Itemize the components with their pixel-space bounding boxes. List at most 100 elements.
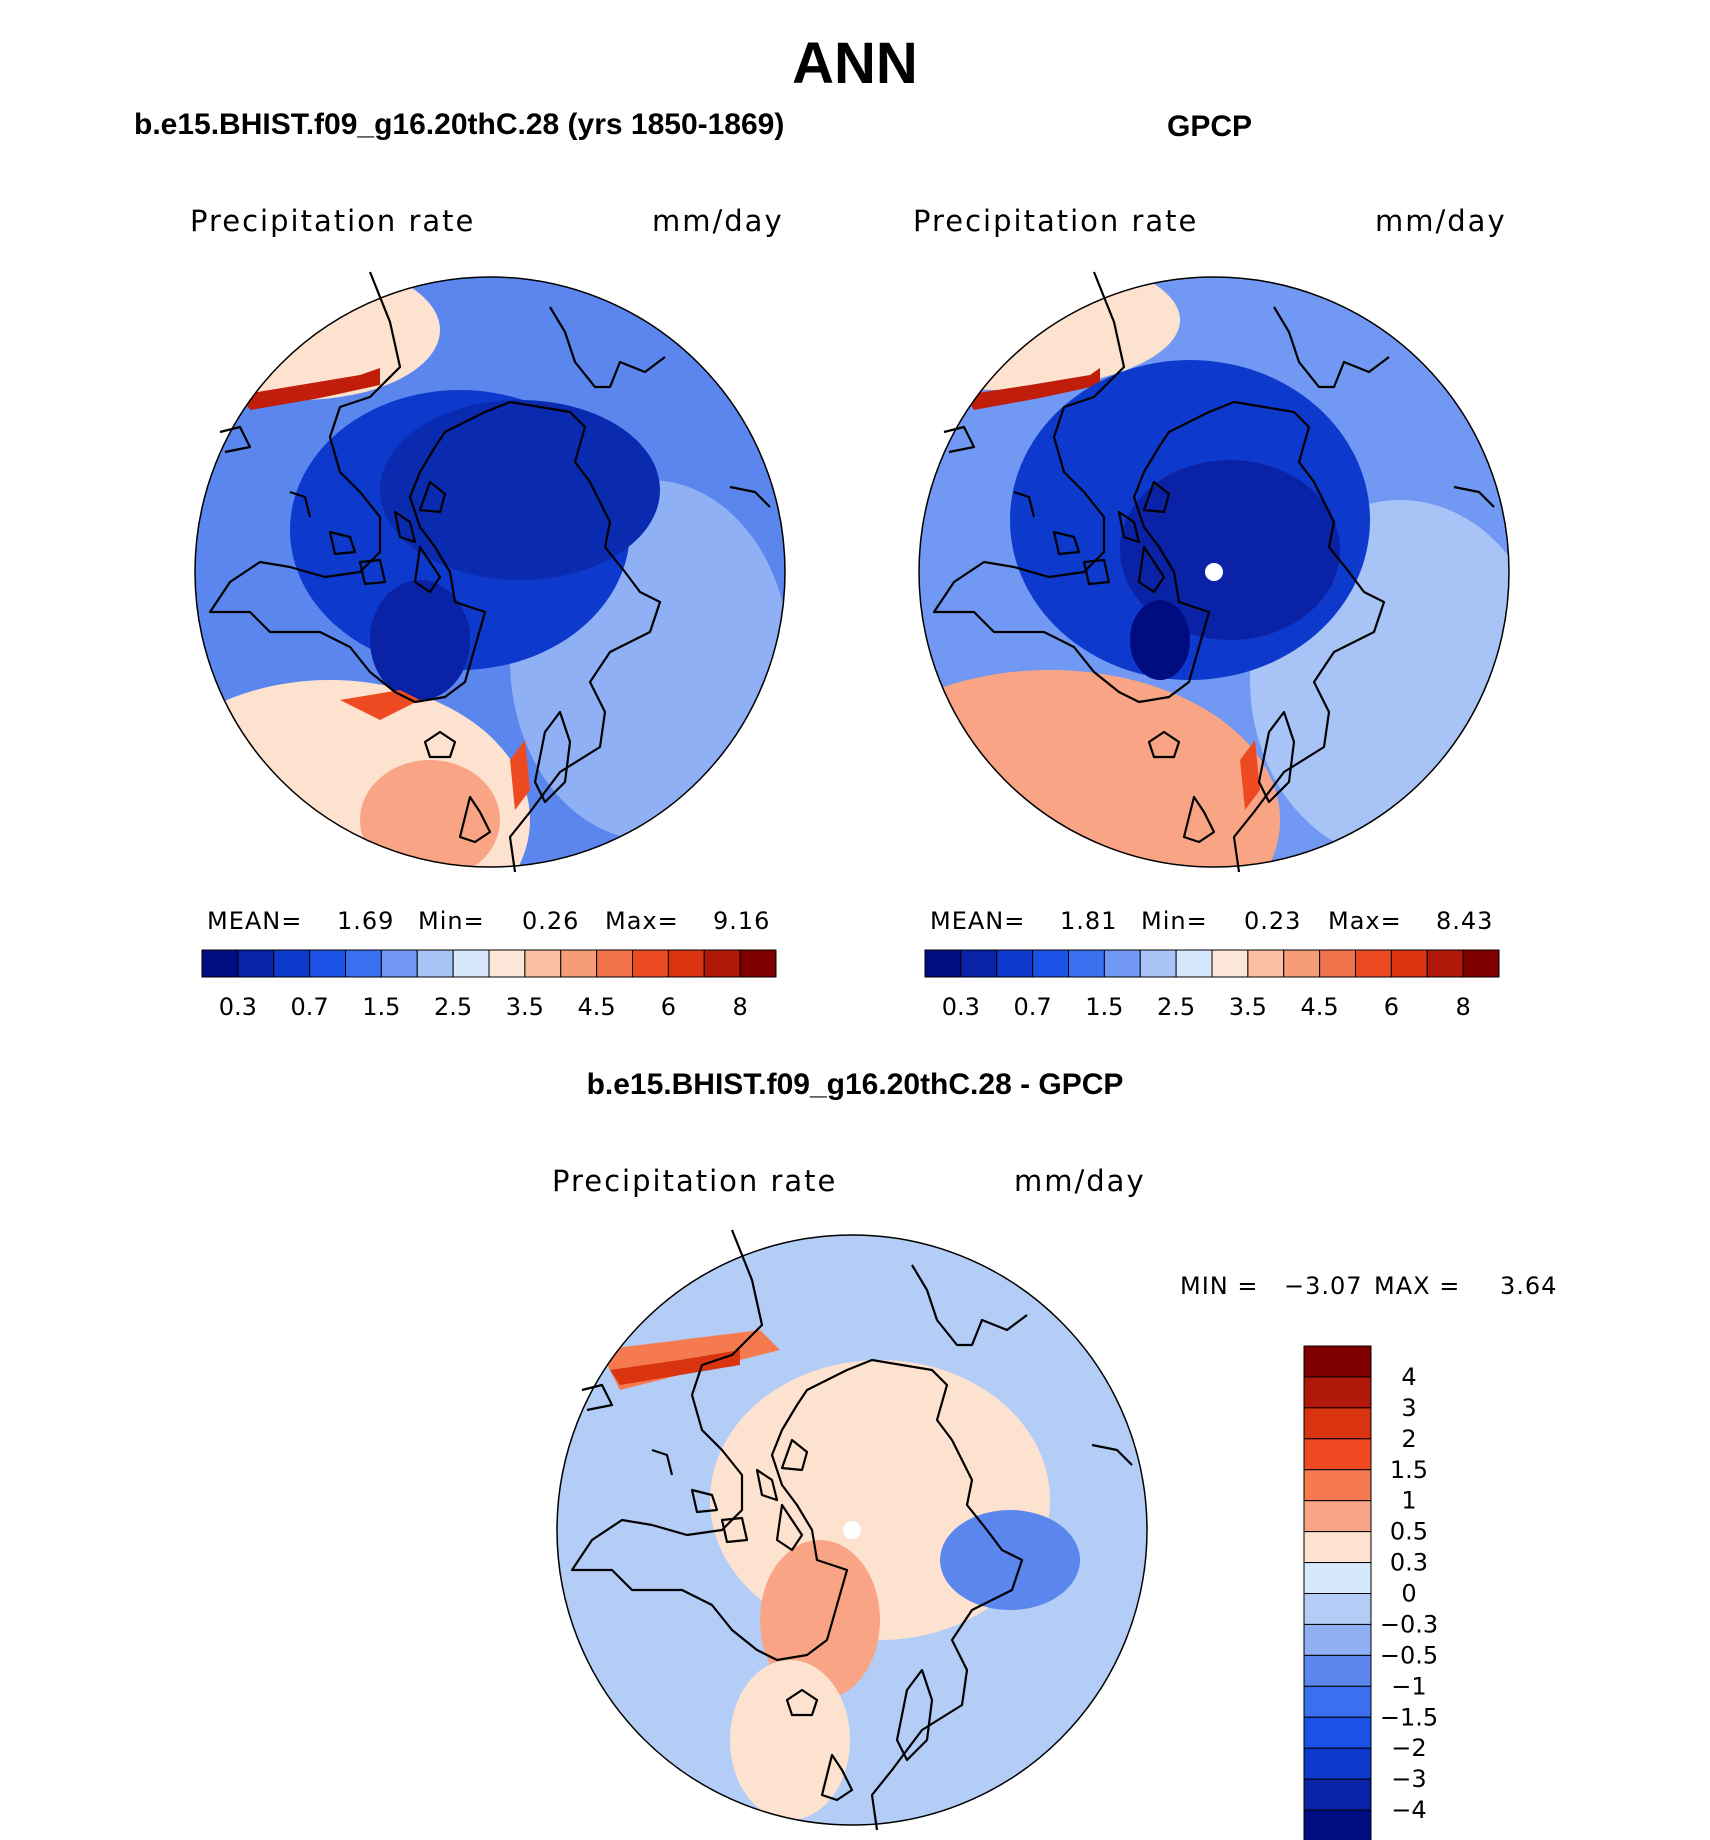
colorbar-swatch bbox=[739, 949, 777, 978]
colorbar-tick-label: 0.5 bbox=[1390, 1518, 1428, 1546]
colorbar-swatch bbox=[1303, 1345, 1372, 1378]
colorbar-swatch bbox=[1303, 1469, 1372, 1502]
colorbar-tick-label: 6 bbox=[1384, 993, 1399, 1021]
colorbar-swatch bbox=[488, 949, 526, 978]
colorbar-swatch bbox=[1175, 949, 1213, 978]
colorbar-swatch bbox=[996, 949, 1034, 978]
colorbar-tick-label: 2.5 bbox=[1157, 993, 1195, 1021]
panel-title-obs: GPCP bbox=[1167, 110, 1253, 143]
map-diff bbox=[556, 1228, 1148, 1832]
max-value-obs: 8.43 bbox=[1436, 907, 1494, 935]
colorbar-swatch bbox=[1390, 949, 1428, 978]
colorbar-tick-label: −0.3 bbox=[1380, 1610, 1438, 1638]
colorbar-swatch bbox=[1426, 949, 1464, 978]
units-label-diff: mm/day bbox=[1014, 1164, 1146, 1198]
max-label-diff: MAX = bbox=[1374, 1272, 1461, 1300]
colorbar-swatch bbox=[1355, 949, 1392, 978]
colorbar-swatch bbox=[380, 949, 418, 978]
colorbar-tick-label: −1 bbox=[1391, 1672, 1426, 1700]
colorbar-swatch bbox=[703, 949, 741, 978]
colorbar-tick-label: 8 bbox=[732, 993, 747, 1021]
variable-label-diff: Precipitation rate bbox=[552, 1164, 838, 1198]
colorbar-tick-label: 0.3 bbox=[1390, 1549, 1428, 1577]
colorbar-tick-label: 3.5 bbox=[506, 993, 544, 1021]
colorbar-swatch bbox=[1303, 1747, 1372, 1780]
colorbar-swatch bbox=[1303, 1438, 1372, 1471]
colorbar-tick-label: 2 bbox=[1401, 1425, 1416, 1453]
panel-title-diff: b.e15.BHIST.f09_g16.20thC.28 - GPCP bbox=[586, 1068, 1124, 1101]
colorbar-swatch bbox=[1303, 1376, 1372, 1409]
mean-value-model: 1.69 bbox=[337, 907, 395, 935]
colorbar-tick-label: 8 bbox=[1455, 993, 1470, 1021]
colorbar-swatch bbox=[1303, 1500, 1372, 1533]
colorbar-model: 0.3 0.7 1.5 2.5 3.5 4.5 6 8 bbox=[201, 949, 777, 1021]
colorbar-diff: 4 3 2 1.5 1 0.5 0.3 0−0.3 −0.5 −1 −1.5 −2 −3 −4 bbox=[1303, 1345, 1438, 1840]
colorbar-tick-label: 1.5 bbox=[1390, 1456, 1428, 1484]
min-label-model: Min= bbox=[418, 907, 485, 935]
colorbar-tick-label: 4.5 bbox=[1301, 993, 1339, 1021]
min-value-obs: 0.23 bbox=[1244, 907, 1302, 935]
colorbar-tick-label: −1.5 bbox=[1380, 1703, 1438, 1731]
colorbar-swatch bbox=[960, 949, 998, 978]
colorbar-swatch bbox=[345, 949, 382, 978]
colorbar-swatch bbox=[1303, 1407, 1372, 1440]
colorbar-swatch bbox=[524, 949, 562, 978]
colorbar-tick-label: 1.5 bbox=[1085, 993, 1123, 1021]
colorbar-tick-label: −2 bbox=[1391, 1734, 1426, 1762]
colorbar-swatch bbox=[596, 949, 633, 978]
max-value-diff: 3.64 bbox=[1500, 1272, 1558, 1300]
map-obs bbox=[918, 270, 1510, 874]
units-label-obs: mm/day bbox=[1375, 204, 1507, 238]
units-label-model: mm/day bbox=[652, 204, 784, 238]
colorbar-swatch bbox=[1319, 949, 1356, 978]
max-label-obs: Max= bbox=[1328, 907, 1402, 935]
colorbar-tick-label: 2.5 bbox=[434, 993, 472, 1021]
colorbar-swatch bbox=[1303, 1685, 1372, 1718]
colorbar-swatch bbox=[1303, 1778, 1372, 1811]
max-label-model: Max= bbox=[605, 907, 679, 935]
colorbar-swatch bbox=[667, 949, 705, 978]
colorbar-swatch bbox=[201, 949, 239, 978]
colorbar-tick-label: 1.5 bbox=[362, 993, 400, 1021]
colorbar-tick-label: 3.5 bbox=[1229, 993, 1267, 1021]
colorbar-swatch bbox=[632, 949, 669, 978]
colorbar-swatch bbox=[560, 949, 598, 978]
colorbar-tick-label: 0.3 bbox=[942, 993, 980, 1021]
colorbar-swatch bbox=[1103, 949, 1141, 978]
colorbar-swatch bbox=[1303, 1654, 1372, 1687]
colorbar-swatch bbox=[1211, 949, 1249, 978]
colorbar-tick-label: 0.7 bbox=[1014, 993, 1052, 1021]
colorbar-tick-label: −4 bbox=[1391, 1796, 1426, 1824]
max-value-model: 9.16 bbox=[713, 907, 771, 935]
colorbar-tick-label: 4 bbox=[1401, 1363, 1416, 1391]
colorbar-swatch bbox=[273, 949, 311, 978]
colorbar-tick-label: 0 bbox=[1401, 1580, 1416, 1608]
mean-label-model: MEAN= bbox=[207, 907, 303, 935]
min-label-obs: Min= bbox=[1141, 907, 1208, 935]
colorbar-tick-label: 0.3 bbox=[219, 993, 257, 1021]
colorbar-swatch bbox=[1068, 949, 1105, 978]
colorbar-swatch bbox=[924, 949, 962, 978]
colorbar-tick-label: 6 bbox=[661, 993, 676, 1021]
colorbar-swatch bbox=[1032, 949, 1069, 978]
min-value-diff: −3.07 bbox=[1284, 1272, 1363, 1300]
colorbar-tick-label: 1 bbox=[1401, 1487, 1416, 1515]
panel-title-model: b.e15.BHIST.f09_g16.20thC.28 (yrs 1850-1… bbox=[134, 108, 785, 141]
colorbar-swatch bbox=[1462, 949, 1500, 978]
figure-title: ANN bbox=[792, 31, 918, 96]
colorbar-swatch bbox=[1303, 1809, 1372, 1840]
variable-label-model: Precipitation rate bbox=[190, 204, 476, 238]
colorbar-swatch bbox=[1303, 1593, 1372, 1625]
colorbar-swatch bbox=[1139, 949, 1177, 978]
map-model bbox=[194, 270, 786, 874]
colorbar-swatch bbox=[416, 949, 454, 978]
min-label-diff: MIN = bbox=[1180, 1272, 1259, 1300]
colorbar-tick-label: 3 bbox=[1401, 1394, 1416, 1422]
colorbar-swatch bbox=[1303, 1716, 1372, 1749]
colorbar-swatch bbox=[452, 949, 490, 978]
colorbar-swatch bbox=[309, 949, 346, 978]
colorbar-swatch bbox=[1283, 949, 1321, 978]
colorbar-swatch bbox=[1303, 1623, 1372, 1656]
colorbar-swatch bbox=[1247, 949, 1285, 978]
